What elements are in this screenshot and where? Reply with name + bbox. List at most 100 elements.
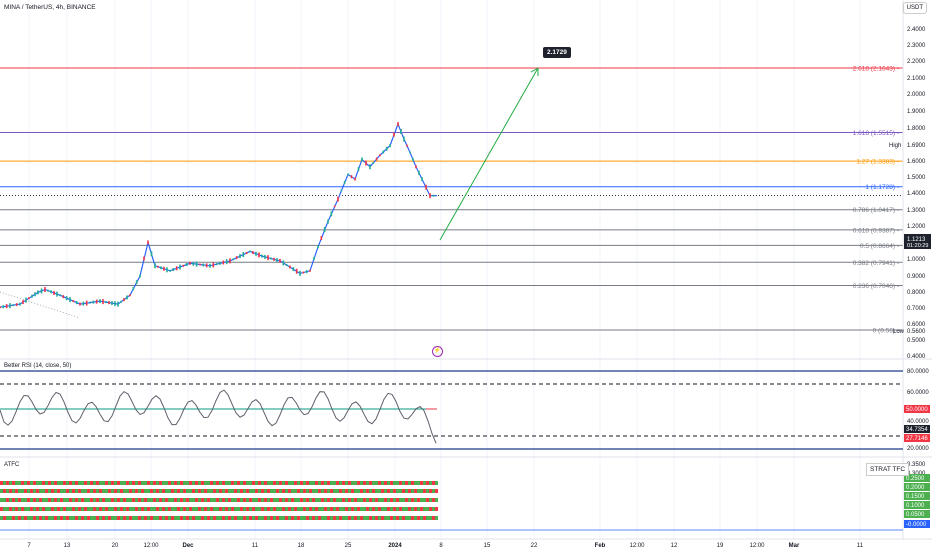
atfc-cell: [60, 498, 63, 502]
atfc-cell: [303, 516, 306, 520]
atfc-cell: [180, 498, 183, 502]
atfc-cell: [48, 516, 51, 520]
time-tick: 15: [484, 543, 491, 549]
atfc-cell: [186, 516, 189, 520]
atfc-cell: [417, 481, 420, 485]
candle: [169, 269, 171, 272]
atfc-cell: [423, 481, 426, 485]
atfc-cell: [177, 516, 180, 520]
atfc-cell: [345, 507, 348, 511]
symbol-title[interactable]: MINA / TetherUS, 4h, BINANCE: [4, 4, 96, 11]
atfc-cell: [309, 507, 312, 511]
atfc-cell: [432, 507, 435, 511]
atfc-cell: [90, 489, 93, 493]
time-tick: 20: [112, 543, 119, 549]
atfc-cell: [144, 481, 147, 485]
atfc-cell: [90, 481, 93, 485]
candle: [261, 254, 263, 258]
atfc-cell: [378, 489, 381, 493]
atfc-cell: [129, 498, 132, 502]
atfc-cell: [201, 489, 204, 493]
atfc-cell: [84, 507, 87, 511]
atfc-cell: [165, 498, 168, 502]
atfc-cell: [285, 481, 288, 485]
atfc-cell: [6, 489, 9, 493]
atfc-cell: [387, 489, 390, 493]
atfc-cell: [117, 481, 120, 485]
candle: [160, 266, 162, 270]
candle: [225, 259, 228, 265]
atfc-cell: [429, 498, 432, 502]
candle: [205, 263, 208, 268]
atfc-cell: [63, 481, 66, 485]
atfc-cell: [156, 489, 159, 493]
atfc-cell: [237, 498, 240, 502]
atfc-cell: [405, 481, 408, 485]
rsi-badge-val-text: 34.7354: [906, 427, 928, 433]
atfc-cell: [375, 516, 378, 520]
fib-label: 1.27 (1.3383) -: [856, 159, 899, 166]
atfc-cell: [210, 507, 213, 511]
atfc-cell: [303, 498, 306, 502]
atfc-cell: [177, 481, 180, 485]
atfc-cell: [111, 481, 114, 485]
atfc-cell: [285, 516, 288, 520]
atfc-cell: [294, 507, 297, 511]
atfc-cell: [252, 489, 255, 493]
atfc-cell: [255, 481, 258, 485]
atfc-cell: [129, 481, 132, 485]
atfc-cell: [141, 489, 144, 493]
atfc-cell: [264, 489, 267, 493]
atfc-cell: [213, 481, 216, 485]
atfc-cell: [420, 481, 423, 485]
atfc-cell: [66, 481, 69, 485]
atfc-cell: [165, 516, 168, 520]
atfc-cell: [351, 489, 354, 493]
atfc-cell: [198, 516, 201, 520]
candle: [245, 251, 248, 254]
atfc-cell: [81, 507, 84, 511]
atfc-cell: [249, 489, 252, 493]
atfc-cell: [393, 507, 396, 511]
currency-button[interactable]: USDT: [902, 2, 927, 14]
atfc-cell: [348, 481, 351, 485]
atfc-cell: [87, 516, 90, 520]
atfc-cell: [228, 498, 231, 502]
atfc-cell: [156, 516, 159, 520]
lightning-icon[interactable]: ⚡: [432, 346, 443, 357]
atfc-cell: [153, 498, 156, 502]
atfc-cell: [426, 498, 429, 502]
atfc-cell: [75, 516, 78, 520]
candle: [0, 306, 1, 309]
atfc-cell: [267, 481, 270, 485]
atfc-cell: [186, 507, 189, 511]
atfc-cell: [210, 498, 213, 502]
atfc-cell: [270, 507, 273, 511]
atfc-cell: [60, 481, 63, 485]
time-tick: 18: [298, 543, 305, 549]
atfc-cell: [114, 507, 117, 511]
rsi-indicator-title[interactable]: Better RSI (14, close, 50): [4, 363, 72, 369]
atfc-cell: [189, 498, 192, 502]
atfc-cell: [288, 481, 291, 485]
atfc-cell: [12, 498, 15, 502]
price-tick: 1.9000: [907, 109, 926, 115]
atfc-cell: [372, 507, 375, 511]
atfc-cell: [156, 481, 159, 485]
atfc-cell: [276, 507, 279, 511]
atfc-cell: [33, 498, 36, 502]
candle: [166, 267, 168, 273]
atfc-cell: [183, 498, 186, 502]
atfc-cell: [393, 481, 396, 485]
atfc-badge: [904, 492, 930, 500]
atfc-cell: [246, 481, 249, 485]
fib-label: 0.5 (0.8664) -: [860, 243, 899, 250]
atfc-cell: [381, 481, 384, 485]
price-tick: 1.6000: [907, 159, 926, 165]
atfc-cell: [249, 507, 252, 511]
atfc-cell: [204, 481, 207, 485]
candle: [95, 299, 98, 304]
atfc-badge: [904, 501, 930, 509]
atfc-indicator-title[interactable]: ATFC: [4, 462, 20, 468]
